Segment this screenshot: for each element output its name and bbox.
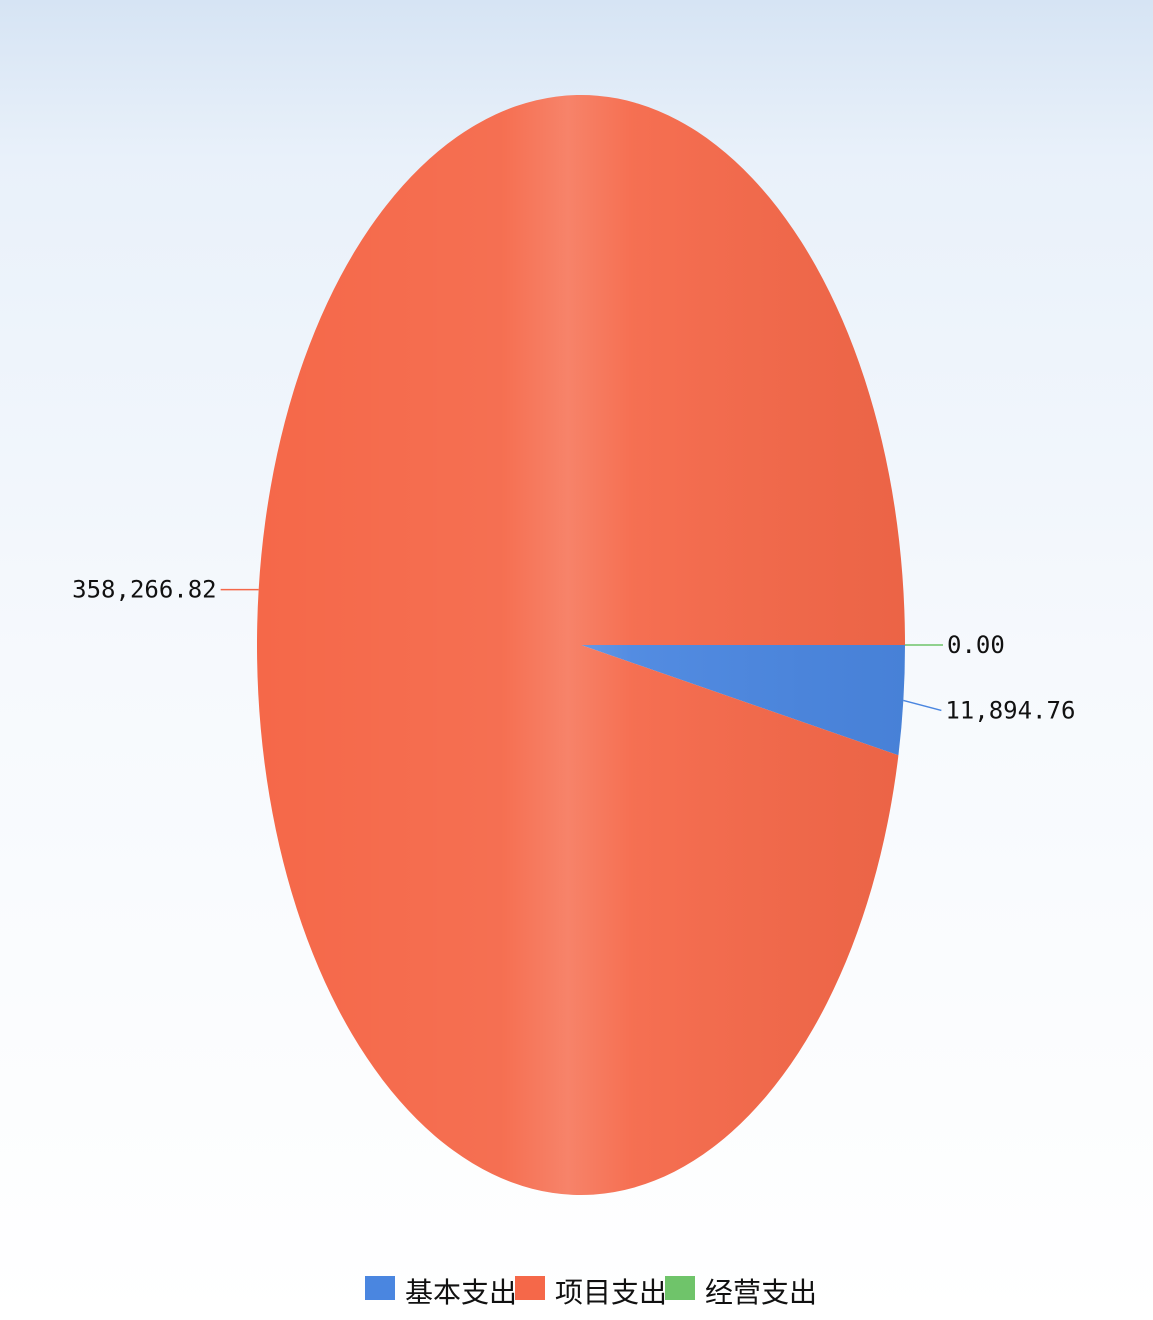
data-label-slice-2: 358,266.82	[72, 576, 217, 604]
legend-label-slice-3: 经营支出	[705, 1276, 817, 1309]
legend-swatch-slice-2	[515, 1276, 545, 1300]
legend-swatch-slice-1	[365, 1276, 395, 1300]
data-labels: 0.00 11,894.76 358,266.82	[72, 576, 1075, 725]
data-label-slice-3: 0.00	[947, 631, 1005, 659]
legend-label-slice-1: 基本支出	[405, 1276, 517, 1309]
legend: 基本支出 项目支出 经营支出	[365, 1276, 817, 1309]
legend-swatch-slice-3	[665, 1276, 695, 1300]
legend-label-slice-2: 项目支出	[555, 1276, 667, 1309]
data-label-slice-1: 11,894.76	[945, 696, 1075, 724]
leader-line-slice-1	[903, 699, 942, 712]
pie-sheen	[257, 95, 905, 1195]
